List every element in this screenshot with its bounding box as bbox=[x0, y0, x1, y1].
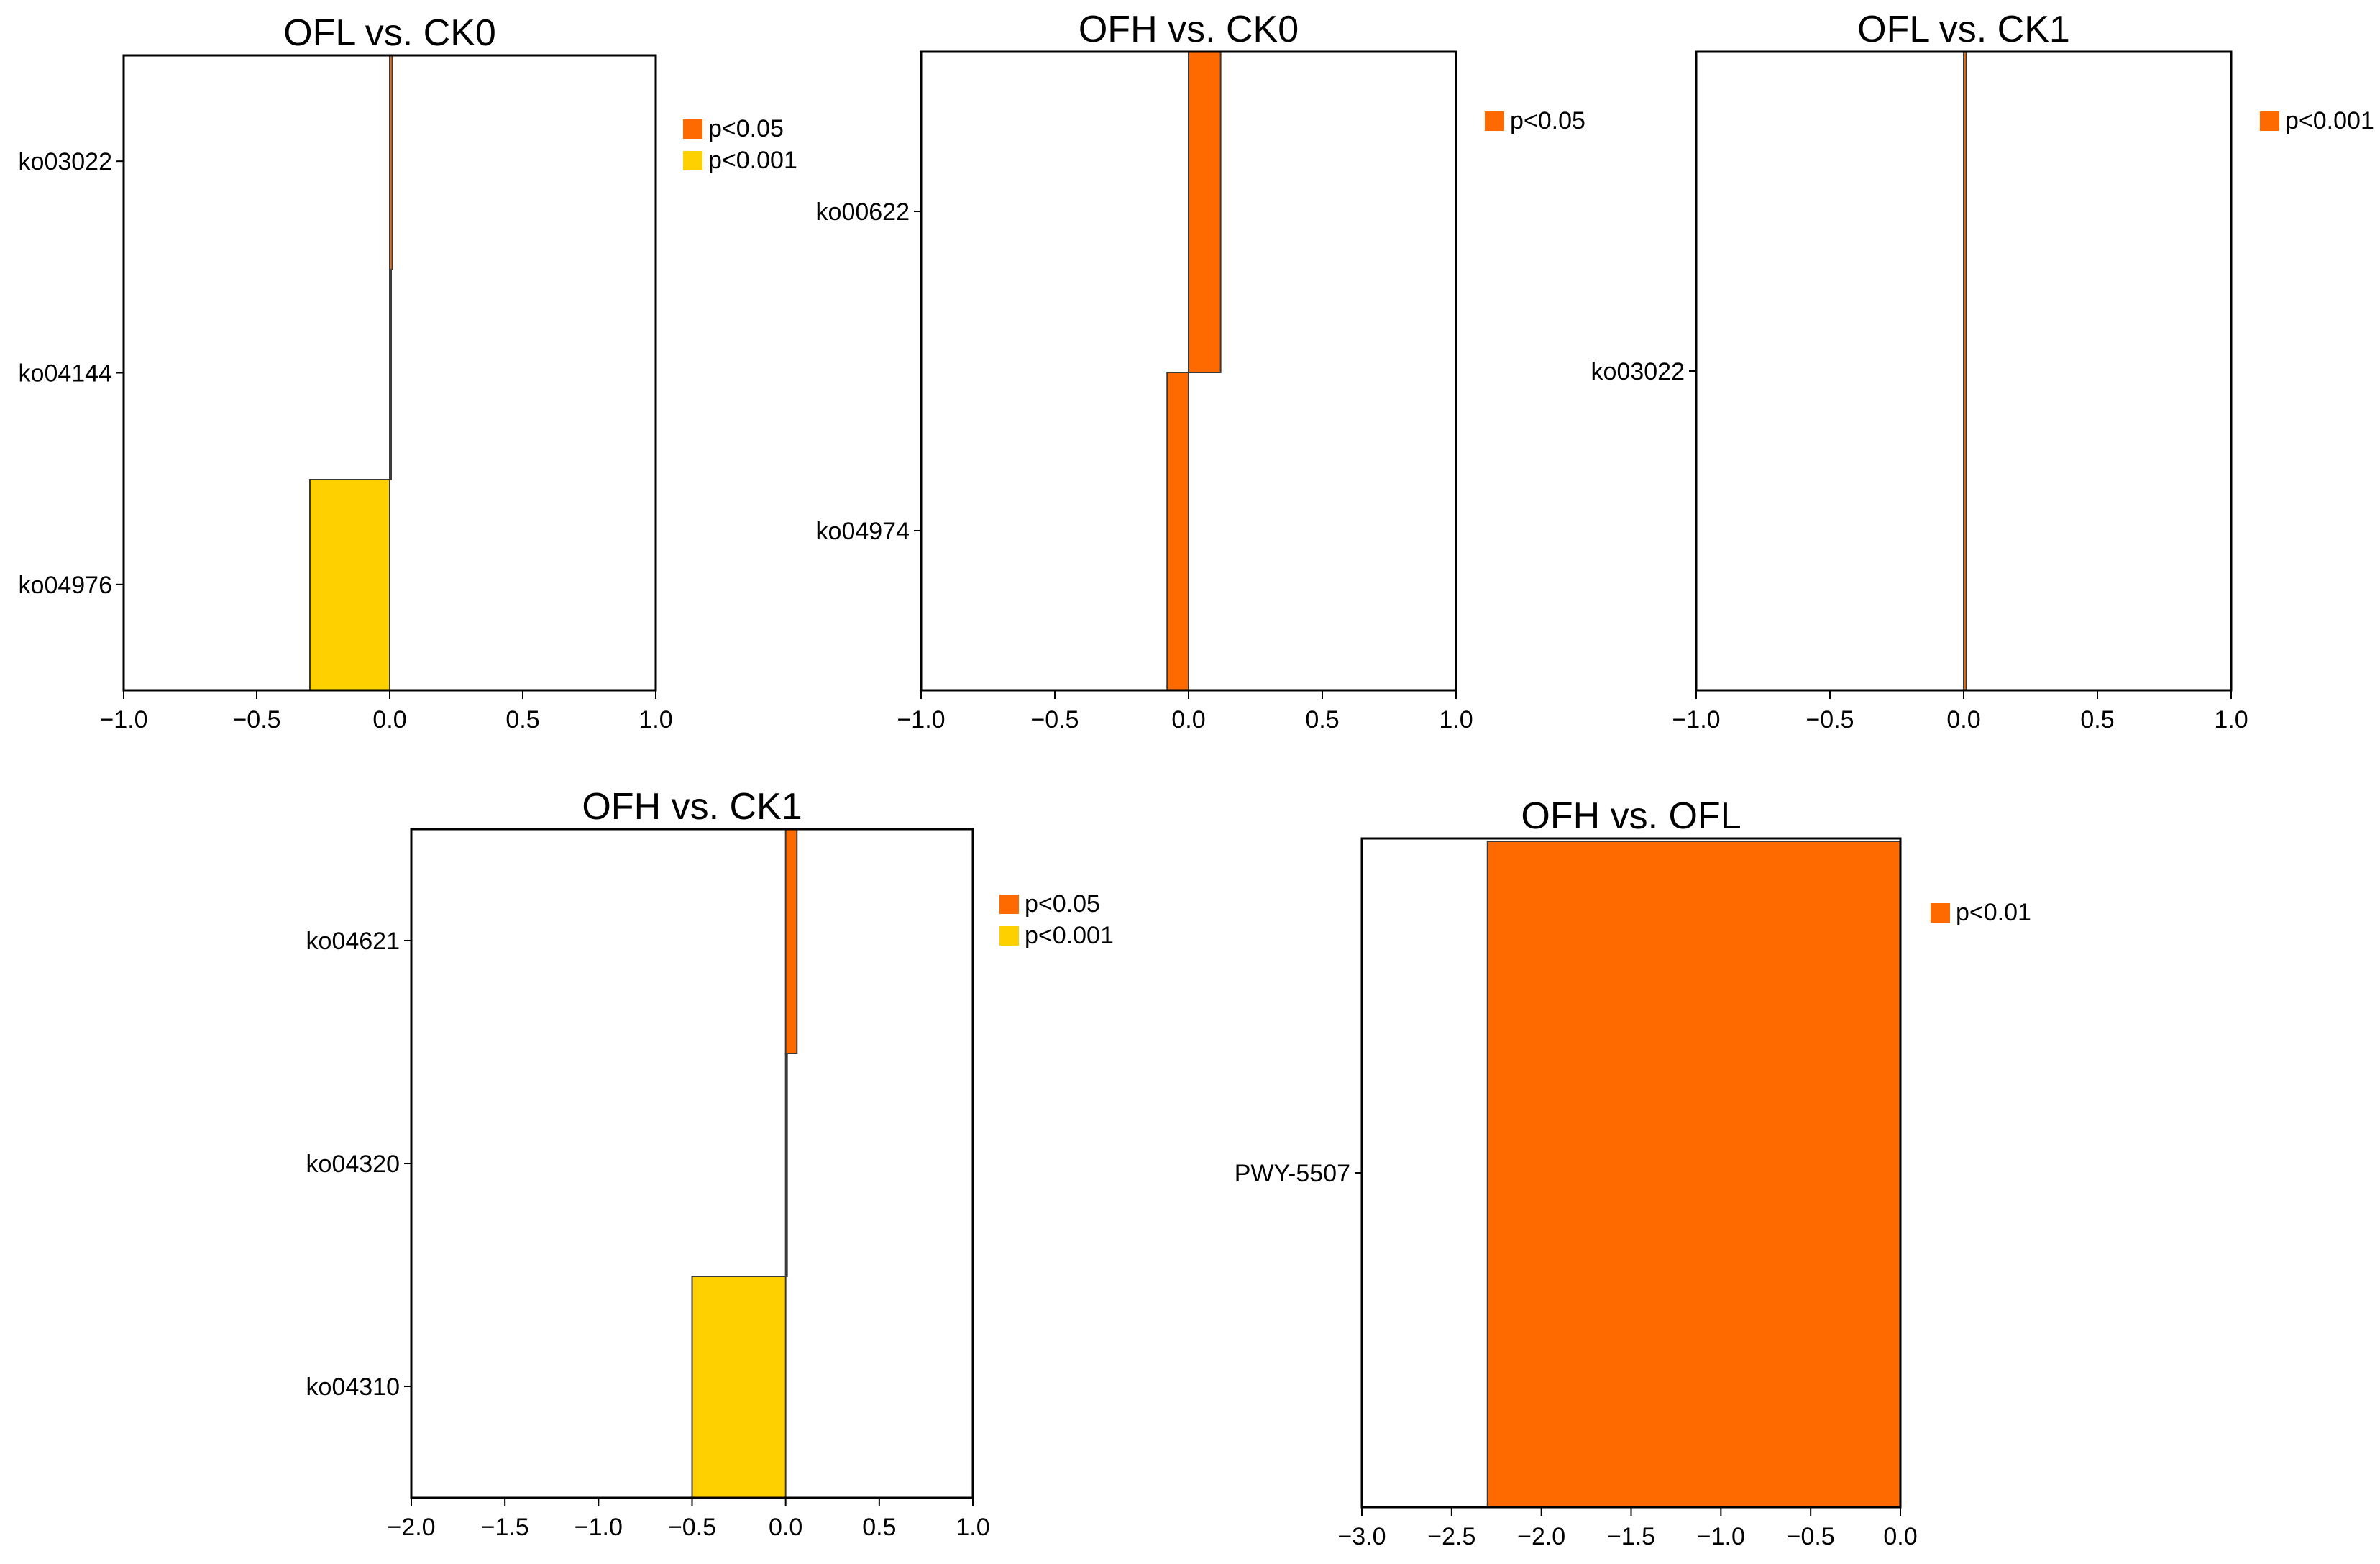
legend-label: p<0.001 bbox=[1025, 922, 1114, 949]
x-tick-label: 1.0 bbox=[639, 706, 672, 733]
legend-swatch bbox=[1485, 111, 1504, 131]
chart-title: OFH vs. CK0 bbox=[1079, 9, 1299, 50]
legend-swatch bbox=[1931, 903, 1950, 923]
x-tick-label: 0.0 bbox=[1946, 706, 1980, 733]
x-tick-label: 1.0 bbox=[1439, 706, 1473, 733]
category-label: ko04621 bbox=[306, 928, 400, 955]
x-tick-label: 0.0 bbox=[769, 1514, 802, 1541]
category-label: ko04310 bbox=[306, 1373, 400, 1401]
x-tick-label: −1.0 bbox=[897, 706, 945, 733]
legend-label: p<0.01 bbox=[1956, 899, 2031, 926]
x-tick-label: 1.0 bbox=[2214, 706, 2248, 733]
legend-swatch bbox=[683, 151, 702, 170]
x-tick-label: 0.5 bbox=[505, 706, 539, 733]
legend-swatch bbox=[683, 119, 702, 139]
category-label: ko04974 bbox=[816, 518, 910, 545]
category-label: ko00622 bbox=[816, 198, 910, 226]
legend-label: p<0.001 bbox=[708, 147, 797, 174]
x-tick-label: 0.0 bbox=[1883, 1523, 1917, 1550]
x-tick-label: −3.0 bbox=[1337, 1523, 1386, 1550]
chart-title: OFH vs. OFL bbox=[1521, 795, 1741, 837]
bar-ko04144 bbox=[389, 269, 392, 480]
x-tick-label: −0.5 bbox=[1805, 706, 1854, 733]
x-tick-label: 0.5 bbox=[1305, 706, 1339, 733]
bar-ko04621 bbox=[784, 828, 798, 1054]
legend-label: p<0.05 bbox=[708, 115, 784, 142]
bar-ko03022 bbox=[1963, 51, 1967, 691]
chart-panel-3: OFL vs. CK1 ko03022 −1.0 −0.5 0.0 0.5 1.0 p<0.0… bbox=[1591, 9, 2374, 733]
x-tick-label: −2.0 bbox=[387, 1514, 435, 1541]
x-tick-label: 0.0 bbox=[1171, 706, 1205, 733]
x-tick-label: −2.5 bbox=[1427, 1523, 1475, 1550]
legend-label: p<0.05 bbox=[1510, 107, 1585, 134]
category-label: ko03022 bbox=[1591, 358, 1685, 385]
category-label: ko04144 bbox=[19, 360, 112, 388]
category-label: ko03022 bbox=[19, 148, 112, 175]
legend-swatch bbox=[999, 926, 1019, 946]
bar-ko04310 bbox=[691, 1276, 787, 1499]
x-tick-label: −1.5 bbox=[481, 1514, 529, 1541]
chart-title: OFH vs. CK1 bbox=[582, 786, 802, 828]
x-tick-label: −1.0 bbox=[99, 706, 147, 733]
chart-panel-5: OFH vs. OFL PWY-5507 −3.0 −2.5 −2.0 −1.5 −1.0 −… bbox=[1235, 795, 2031, 1550]
chart-panel-1: OFL vs. CK0 ko03022 ko04144 ko04976 −1.0 −0.5… bbox=[19, 12, 797, 733]
x-tick-label: 0.5 bbox=[2080, 706, 2114, 733]
x-tick-label: −0.5 bbox=[668, 1514, 716, 1541]
legend-label: p<0.001 bbox=[2285, 107, 2374, 134]
legend-swatch bbox=[2260, 111, 2279, 131]
bar-ko03022 bbox=[389, 55, 393, 270]
x-tick-label: 0.0 bbox=[372, 706, 406, 733]
x-tick-label: −1.0 bbox=[1672, 706, 1720, 733]
bar-ko04320 bbox=[784, 1053, 788, 1277]
category-label: PWY-5507 bbox=[1235, 1160, 1350, 1187]
x-tick-label: −0.5 bbox=[1030, 706, 1079, 733]
chart-panel-2: OFH vs. CK0 ko00622 ko04974 −1.0 −0.5 0.0 0.5 1… bbox=[816, 9, 1585, 733]
x-tick-label: −0.5 bbox=[232, 706, 280, 733]
x-tick-label: −0.5 bbox=[1787, 1523, 1835, 1550]
x-tick-label: 0.5 bbox=[862, 1514, 896, 1541]
x-tick-label: −2.0 bbox=[1517, 1523, 1565, 1550]
chart-title: OFL vs. CK0 bbox=[283, 12, 496, 54]
chart-title: OFL vs. CK1 bbox=[1857, 9, 2070, 50]
chart-panel-4: OFH vs. CK1 ko04621 ko04320 ko04310 −2.0 −1.5… bbox=[306, 786, 1114, 1541]
category-label: ko04976 bbox=[19, 572, 112, 599]
x-tick-label: −1.5 bbox=[1607, 1523, 1655, 1550]
bar-ko04974 bbox=[1166, 372, 1189, 691]
bar-PWY-5507 bbox=[1486, 841, 1901, 1508]
legend-label: p<0.05 bbox=[1025, 890, 1100, 918]
x-tick-label: 1.0 bbox=[956, 1514, 989, 1541]
x-tick-label: −1.0 bbox=[575, 1514, 623, 1541]
x-tick-label: −1.0 bbox=[1697, 1523, 1745, 1550]
bar-ko04976 bbox=[309, 479, 390, 691]
legend-swatch bbox=[999, 895, 1019, 914]
category-label: ko04320 bbox=[306, 1151, 400, 1178]
bar-ko00622 bbox=[1188, 51, 1222, 373]
